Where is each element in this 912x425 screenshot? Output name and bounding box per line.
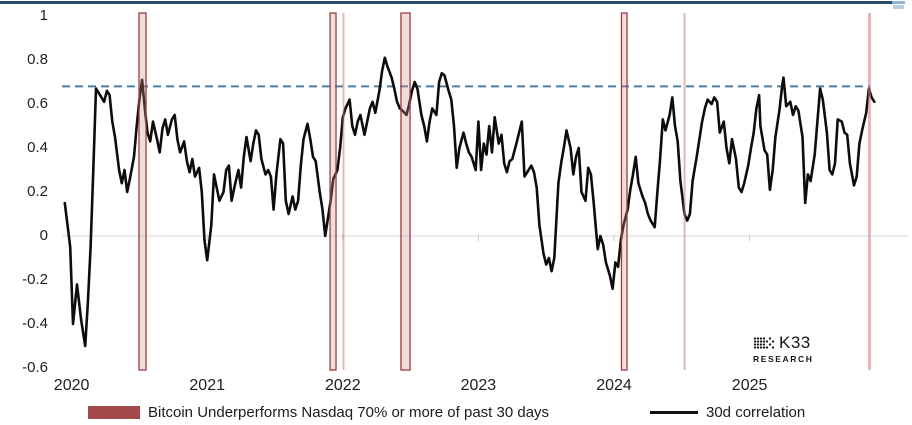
- x-axis-label: 2023: [460, 377, 497, 394]
- brand-name: K33: [779, 333, 811, 352]
- y-axis-label: -0.4: [22, 315, 48, 332]
- y-axis-label: 1: [39, 7, 48, 24]
- y-axis-labels: 1 0.8 0.6 0.4 0.2 0 -0.2 -0.4 -0.6: [0, 0, 48, 425]
- x-axis-label: 2020: [53, 377, 90, 394]
- legend-item-underperformance-band: Bitcoin Underperforms Nasdaq 70% or more…: [88, 401, 549, 423]
- k33-dots-icon: [753, 337, 775, 349]
- underperformance-band: [683, 13, 686, 370]
- underperformance-band: [329, 12, 337, 371]
- underperformance-band: [400, 12, 411, 371]
- top-border-accent-secondary: [893, 5, 904, 9]
- top-border-line: [0, 1, 892, 4]
- x-axis-label: 2024: [596, 377, 632, 394]
- underperformance-band: [342, 13, 345, 370]
- legend-item-correlation-line: 30d correlation: [650, 401, 805, 423]
- y-axis-label: 0.8: [27, 51, 48, 68]
- y-axis-label: 0.4: [27, 139, 48, 156]
- legend-band-swatch: [88, 405, 140, 419]
- chart-legend: Bitcoin Underperforms Nasdaq 70% or more…: [0, 401, 912, 423]
- legend-line-label: 30d correlation: [706, 403, 806, 421]
- x-axis-label: 2025: [731, 377, 768, 394]
- y-axis-label: -0.2: [22, 271, 48, 288]
- top-border-accent: [892, 1, 905, 4]
- correlation-series-line: [63, 56, 876, 348]
- underperformance-band: [620, 12, 628, 371]
- k33-research-logo: K33 RESEARCH: [753, 333, 843, 364]
- brand-subtitle: RESEARCH: [753, 354, 814, 364]
- y-axis-label: 0.6: [27, 95, 48, 112]
- legend-line-swatch: [650, 410, 698, 414]
- x-axis-label: 2021: [189, 377, 225, 394]
- underperformance-band: [138, 12, 147, 371]
- underperformance-band: [867, 13, 871, 370]
- legend-band-label: Bitcoin Underperforms Nasdaq 70% or more…: [148, 403, 550, 421]
- x-axis-label: 2022: [325, 377, 361, 394]
- y-axis-label: 0: [39, 227, 48, 244]
- y-axis-label: -0.6: [22, 359, 48, 376]
- y-axis-label: 0.2: [27, 183, 48, 200]
